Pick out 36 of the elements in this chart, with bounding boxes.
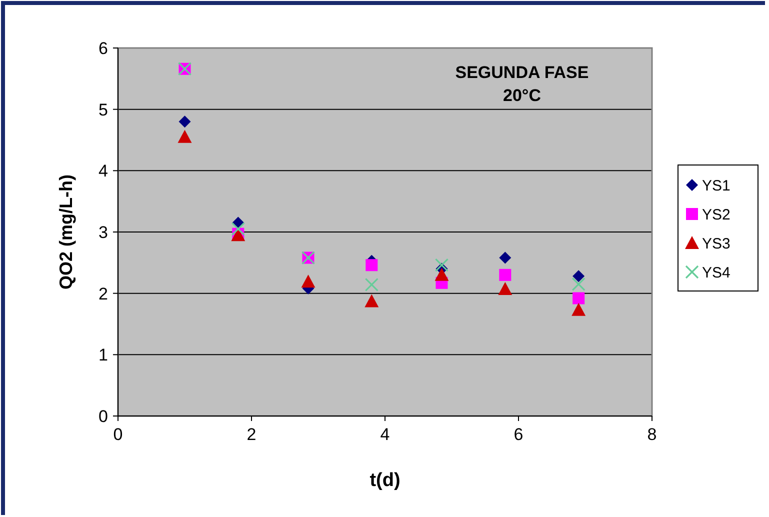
- point: [572, 302, 586, 316]
- point: [301, 274, 316, 288]
- point: [178, 130, 192, 143]
- y-axis-title: QO2 (mg/L-h): [56, 174, 76, 290]
- x-tick-label: 2: [246, 425, 256, 444]
- point: [499, 268, 512, 281]
- x-tick-label: 4: [380, 425, 390, 444]
- legend-label: YS1: [702, 177, 730, 194]
- point: [178, 116, 191, 128]
- y-tick-label: 0: [98, 406, 108, 426]
- point: [231, 222, 245, 236]
- y-tick-label: 1: [98, 346, 108, 365]
- legend-label: YS3: [702, 235, 730, 252]
- point: [364, 278, 378, 292]
- point: [572, 292, 585, 304]
- y-tick-label: 3: [98, 222, 108, 242]
- point: [499, 252, 512, 264]
- y-tick-label: 5: [98, 100, 108, 120]
- x-tick-label: 8: [647, 425, 657, 444]
- point: [498, 282, 512, 296]
- text: SEGUNDA FASE: [455, 63, 589, 82]
- point: [572, 277, 586, 291]
- x-tick-label: 0: [113, 425, 123, 444]
- point: [364, 294, 379, 308]
- text: 20°C: [503, 86, 541, 105]
- y-tick-label: 4: [98, 162, 108, 181]
- point: [434, 268, 449, 281]
- y-tick-label: 6: [98, 38, 108, 58]
- legend-label: YS2: [702, 206, 730, 224]
- point: [434, 258, 449, 272]
- point: [366, 259, 378, 272]
- point: [572, 270, 585, 282]
- x-tick-label: 6: [514, 425, 524, 444]
- y-tick-label: 2: [98, 284, 108, 304]
- x-axis-title: t(d): [370, 470, 400, 491]
- legend-label: YS4: [702, 264, 730, 282]
